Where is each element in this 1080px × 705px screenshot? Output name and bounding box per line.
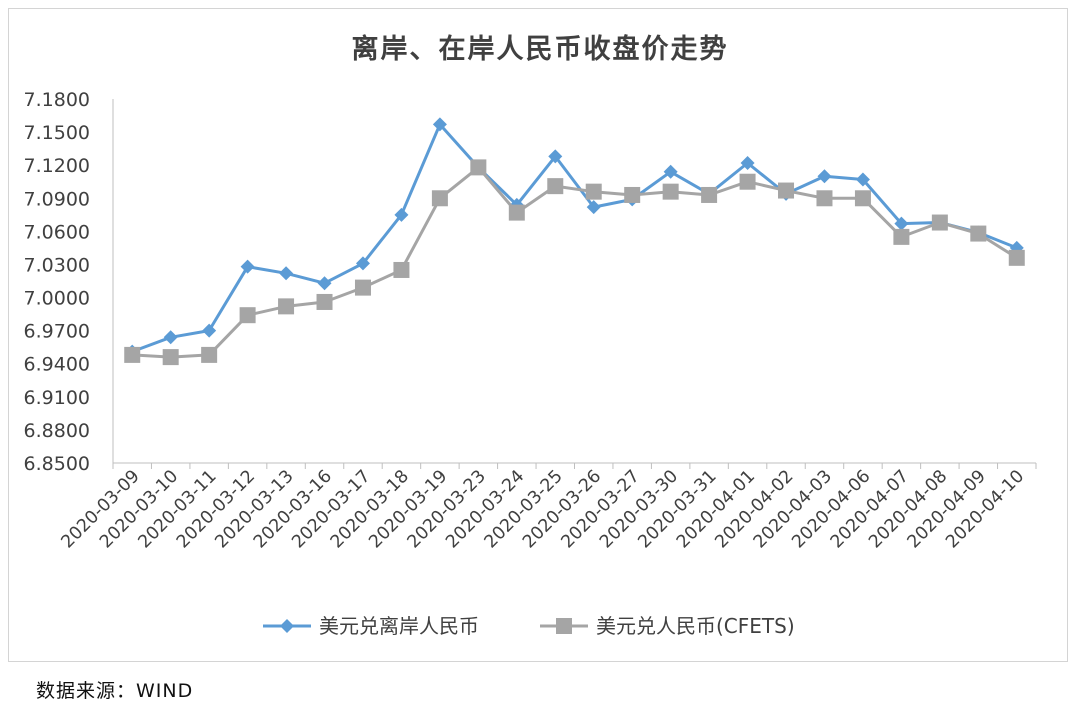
data-point bbox=[586, 200, 601, 215]
data-point bbox=[317, 276, 332, 291]
y-tick-label: 6.9700 bbox=[24, 321, 90, 343]
series-line bbox=[131, 122, 1018, 354]
data-point bbox=[1008, 249, 1025, 266]
legend-item-1: 美元兑离岸人民币 bbox=[263, 614, 479, 638]
data-point bbox=[432, 117, 447, 132]
data-point bbox=[663, 164, 678, 179]
data-point bbox=[316, 293, 333, 310]
y-tick-label: 6.9400 bbox=[24, 354, 90, 376]
data-point bbox=[624, 186, 641, 203]
data-point bbox=[970, 225, 987, 242]
y-tick-label: 7.1200 bbox=[24, 155, 90, 177]
data-point bbox=[854, 190, 871, 207]
data-point bbox=[470, 159, 487, 176]
data-point bbox=[394, 207, 409, 222]
data-point bbox=[431, 190, 448, 207]
data-point bbox=[240, 259, 255, 274]
data-point bbox=[662, 183, 679, 200]
data-point bbox=[201, 346, 218, 363]
legend: 美元兑离岸人民币 美元兑人民币(CFETS) bbox=[263, 614, 795, 638]
data-point bbox=[393, 261, 410, 278]
series-1 bbox=[125, 117, 1024, 359]
source-note: 数据来源：WIND bbox=[36, 680, 194, 702]
legend-marker bbox=[280, 619, 294, 633]
data-point bbox=[239, 307, 256, 324]
data-point bbox=[740, 155, 755, 170]
data-point bbox=[585, 183, 602, 200]
data-point bbox=[894, 216, 909, 231]
data-point bbox=[354, 279, 371, 296]
series-layer bbox=[124, 117, 1025, 366]
axes: 6.8500 6.8800 6.9100 6.9400 6.9700 7.0000 7.03… bbox=[24, 89, 1037, 552]
data-point bbox=[124, 346, 141, 363]
line-chart: 离岸、在岸人民币收盘价走势 6.85006.88006.91006.94006.… bbox=[24, 33, 1037, 638]
data-point bbox=[547, 178, 564, 195]
data-point bbox=[855, 172, 870, 187]
data-point bbox=[508, 204, 525, 221]
data-point bbox=[279, 266, 294, 281]
y-tick-label: 7.0900 bbox=[24, 188, 90, 210]
data-point bbox=[817, 169, 832, 184]
data-point bbox=[548, 149, 563, 164]
data-point bbox=[278, 298, 295, 315]
y-tick-label: 6.9100 bbox=[24, 387, 90, 409]
data-point bbox=[778, 182, 795, 199]
data-point bbox=[162, 349, 179, 366]
data-point bbox=[816, 190, 833, 207]
data-point bbox=[355, 256, 370, 271]
y-tick-label: 7.1500 bbox=[24, 122, 90, 144]
y-tick-label: 7.1800 bbox=[24, 89, 90, 111]
data-point bbox=[202, 323, 217, 338]
legend-label: 美元兑人民币(CFETS) bbox=[596, 614, 795, 638]
legend-item-2: 美元兑人民币(CFETS) bbox=[540, 614, 795, 638]
data-point bbox=[739, 173, 756, 190]
legend-marker bbox=[556, 618, 572, 634]
y-tick-label: 6.8500 bbox=[24, 453, 90, 475]
y-tick-label: 7.0600 bbox=[24, 221, 90, 243]
data-point bbox=[701, 186, 718, 203]
data-point bbox=[163, 330, 178, 345]
y-tick-label: 7.0000 bbox=[24, 288, 90, 310]
data-point bbox=[931, 214, 948, 231]
legend-label: 美元兑离岸人民币 bbox=[319, 614, 479, 638]
y-tick-label: 7.0300 bbox=[24, 254, 90, 276]
y-tick-label: 6.8800 bbox=[24, 420, 90, 442]
series-2 bbox=[124, 159, 1025, 366]
data-point bbox=[893, 228, 910, 245]
chart-title: 离岸、在岸人民币收盘价走势 bbox=[352, 33, 729, 65]
series-line bbox=[132, 165, 1018, 359]
